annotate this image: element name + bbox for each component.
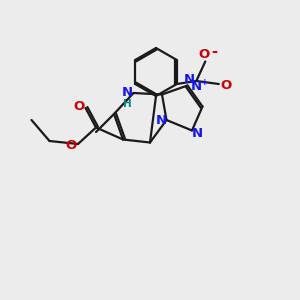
Text: O: O (66, 139, 77, 152)
Text: H: H (122, 99, 131, 110)
Text: N: N (155, 113, 167, 127)
Text: O: O (221, 79, 232, 92)
Text: -: - (211, 44, 217, 59)
Text: N: N (122, 86, 133, 100)
Text: O: O (198, 48, 209, 62)
Text: N: N (192, 127, 203, 140)
Text: N: N (191, 80, 202, 93)
Text: +: + (201, 78, 208, 87)
Text: O: O (73, 100, 85, 113)
Text: N: N (183, 73, 195, 86)
